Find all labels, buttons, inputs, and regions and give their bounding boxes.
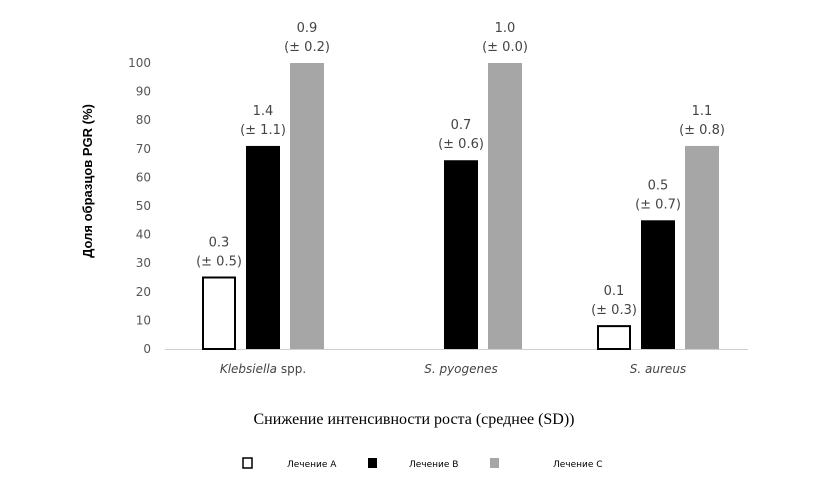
bar-value-label: 1.4 bbox=[253, 104, 274, 119]
x-category-label: Klebsiella spp. bbox=[220, 362, 306, 376]
legend: Лечение А Лечение В Лечение С bbox=[242, 457, 603, 470]
bar-sd-label: (± 0.0) bbox=[482, 40, 528, 55]
y-tick-label: 90 bbox=[136, 85, 151, 99]
legend-label: Лечение А bbox=[287, 460, 337, 470]
bar-value-label: 0.3 bbox=[209, 236, 230, 251]
bar bbox=[202, 276, 236, 350]
legend-label: Лечение С bbox=[553, 460, 603, 470]
x-axis-title: Снижение интенсивности роста (среднее (S… bbox=[253, 411, 574, 428]
bar-value-label: 0.5 bbox=[648, 178, 669, 193]
bar-sd-label: (± 1.1) bbox=[240, 123, 286, 138]
bar-value-label: 0.9 bbox=[297, 21, 318, 36]
y-tick-label: 60 bbox=[136, 170, 151, 184]
bar-sd-label: (± 0.6) bbox=[438, 137, 484, 152]
bar bbox=[488, 63, 522, 349]
y-tick-label: 100 bbox=[128, 56, 151, 70]
x-category-label: S. aureus bbox=[630, 362, 686, 376]
bar-sd-label: (± 0.3) bbox=[591, 303, 637, 318]
y-tick-label: 40 bbox=[136, 228, 151, 242]
bar-sd-label: (± 0.5) bbox=[196, 255, 242, 270]
bar-value-label: 1.1 bbox=[692, 104, 713, 119]
legend-label: Лечение В bbox=[409, 460, 458, 470]
y-tick-label: 70 bbox=[136, 142, 151, 156]
bar bbox=[641, 220, 675, 349]
bar bbox=[597, 325, 631, 350]
bar-value-label: 0.1 bbox=[604, 284, 625, 299]
y-axis-ticks: 0 10 20 30 40 50 60 70 80 90 100 bbox=[128, 56, 151, 356]
bar-value-label: 0.7 bbox=[451, 118, 472, 133]
bar bbox=[444, 160, 478, 349]
bar bbox=[685, 145, 719, 349]
bar-sd-label: (± 0.8) bbox=[679, 123, 725, 138]
bar-value-label: 1.0 bbox=[495, 21, 516, 36]
bars bbox=[202, 63, 719, 350]
x-category-label: S. pyogenes bbox=[424, 362, 498, 376]
y-tick-label: 0 bbox=[143, 342, 151, 356]
bar bbox=[290, 63, 324, 349]
legend-swatch bbox=[368, 458, 377, 468]
y-tick-label: 30 bbox=[136, 256, 151, 270]
bar-value-labels: 0.3 (± 0.5) 0.1 (± 0.3) 1.4 (± 1.1) 0.7 (± 0.6)… bbox=[196, 21, 725, 318]
y-tick-label: 20 bbox=[136, 285, 151, 299]
x-axis-category-labels: Klebsiella spp. S. pyogenes S. aureus bbox=[220, 362, 686, 376]
y-tick-label: 80 bbox=[136, 113, 151, 127]
legend-swatch bbox=[490, 458, 499, 468]
bar-sd-label: (± 0.2) bbox=[284, 40, 330, 55]
y-tick-label: 10 bbox=[136, 313, 151, 327]
bar bbox=[246, 145, 280, 349]
y-tick-label: 50 bbox=[136, 199, 151, 213]
y-axis-title: Доля образцов PGR (%) bbox=[80, 104, 95, 258]
bar-sd-label: (± 0.7) bbox=[635, 197, 681, 212]
legend-swatch bbox=[242, 457, 253, 469]
